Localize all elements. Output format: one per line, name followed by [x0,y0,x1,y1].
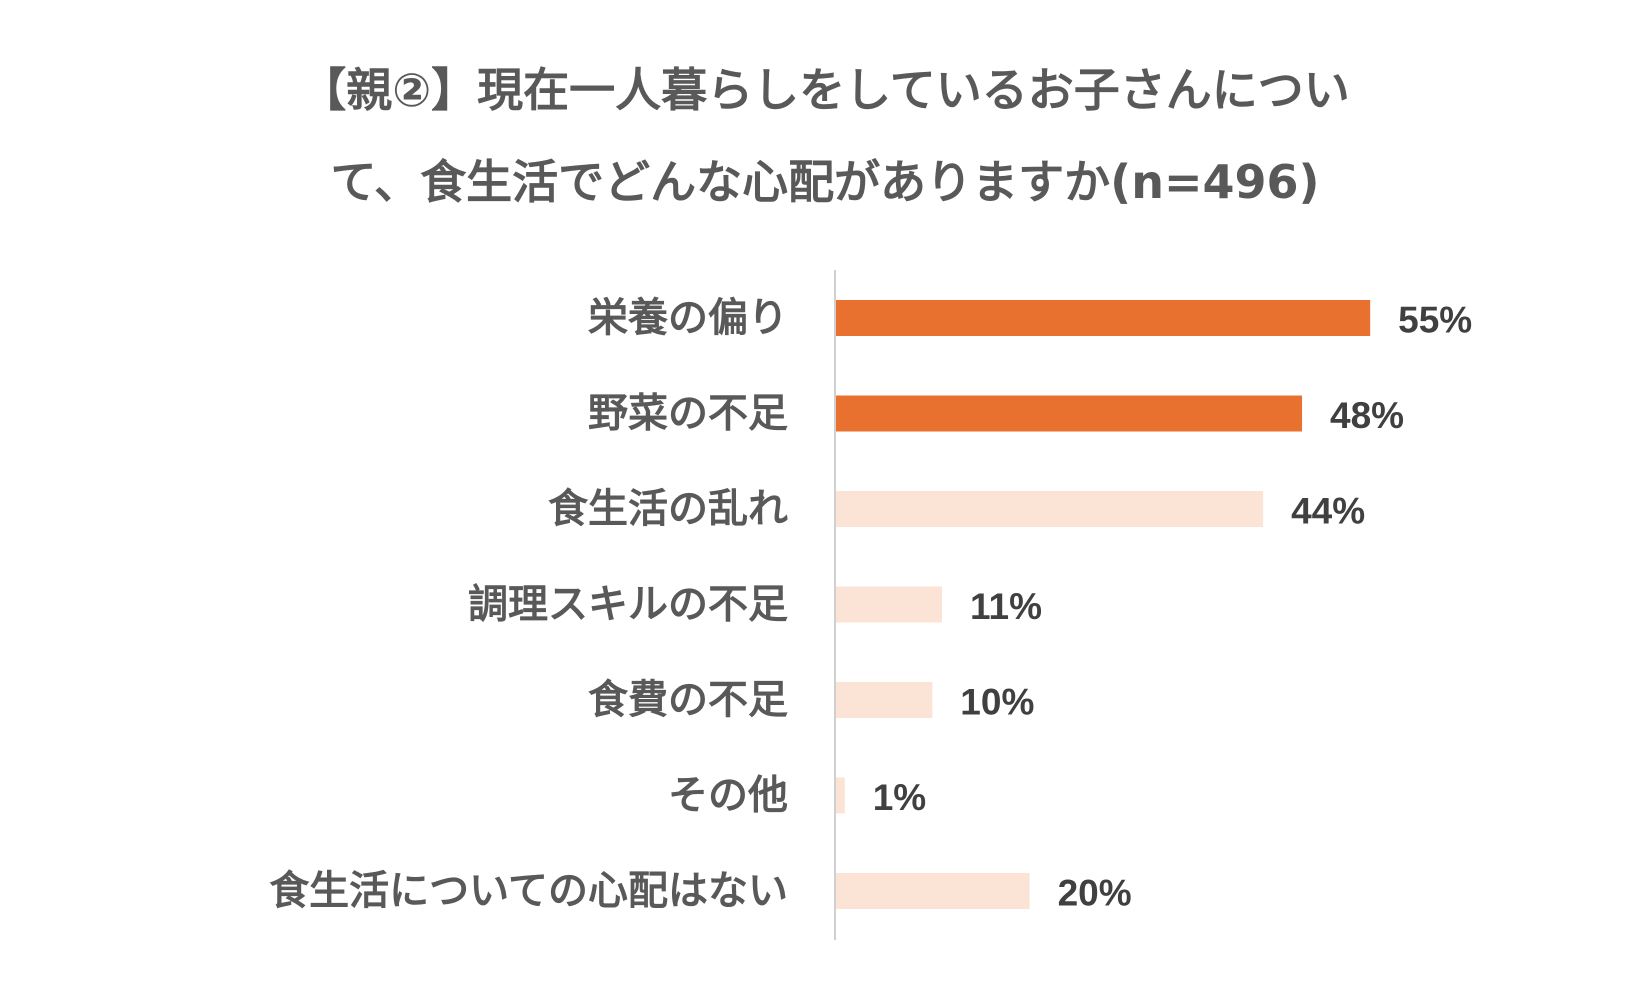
value-labels: 55% 48% 44% 11% 10% 1% 20% [873,300,1472,914]
bar [835,300,1371,336]
bars [835,300,1371,909]
category-labels: 栄養の偏り野菜の不足食生活の乱れ調理スキルの不足食費の不足その他食生活についての… [269,295,788,914]
bar [835,682,933,718]
value-label: 48% [1330,395,1404,436]
category-label: 野菜の不足 [588,391,788,437]
bar [835,777,845,814]
category-label: 栄養の偏り [588,295,788,341]
value-label: 1% [873,777,926,818]
category-label: 食生活の乱れ [548,486,788,532]
value-label: 20% [1058,873,1132,914]
value-label: 10% [960,682,1034,723]
bar [835,491,1264,527]
category-label: 食費の不足 [588,677,788,723]
chart-title: 【親②】現在一人暮らしをしているお子さんについ て、食生活でどんな心配があります… [0,44,1650,228]
category-label: 食生活についての心配はない [269,868,788,914]
bar [835,873,1030,909]
value-label: 55% [1398,300,1472,341]
value-label: 11% [970,586,1042,627]
chart-title-line-1: 【親②】現在一人暮らしをしているお子さんについ [300,63,1350,117]
category-label: 調理スキルの不足 [468,582,788,628]
category-label: その他 [668,773,788,819]
chart-title-line-2: て、食生活でどんな心配がありますか(n=496) [330,155,1320,209]
bar [835,395,1303,432]
bar [835,586,943,623]
value-label: 44% [1291,491,1365,532]
